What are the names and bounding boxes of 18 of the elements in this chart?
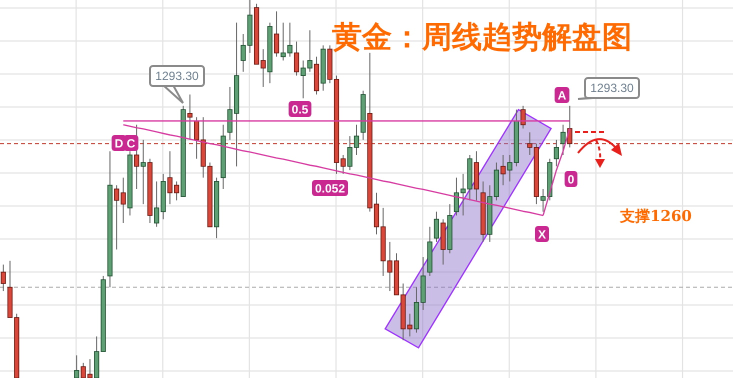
annotation: 0.5	[288, 101, 312, 117]
annotation: 支撑1260	[620, 207, 692, 225]
annotation: 0	[564, 171, 578, 187]
title: 黄金：周线趋势解盘图	[332, 20, 632, 55]
annotation: 1293.30	[590, 81, 634, 95]
annotation: 0.052	[314, 182, 346, 196]
annotation: D	[114, 136, 124, 150]
annotation: 0.052	[312, 180, 348, 196]
annotation: X	[538, 228, 546, 242]
annotation: C	[126, 136, 136, 150]
annotation: 1293.30	[155, 69, 200, 83]
annotation: 0.5	[292, 102, 309, 116]
annotation: 0	[568, 172, 575, 186]
annotation: A	[558, 88, 567, 102]
annotation: 1293.30	[577, 77, 640, 100]
annotation: 1293.30	[149, 65, 205, 104]
annotation: C	[124, 135, 138, 151]
annotation: A	[554, 87, 570, 103]
